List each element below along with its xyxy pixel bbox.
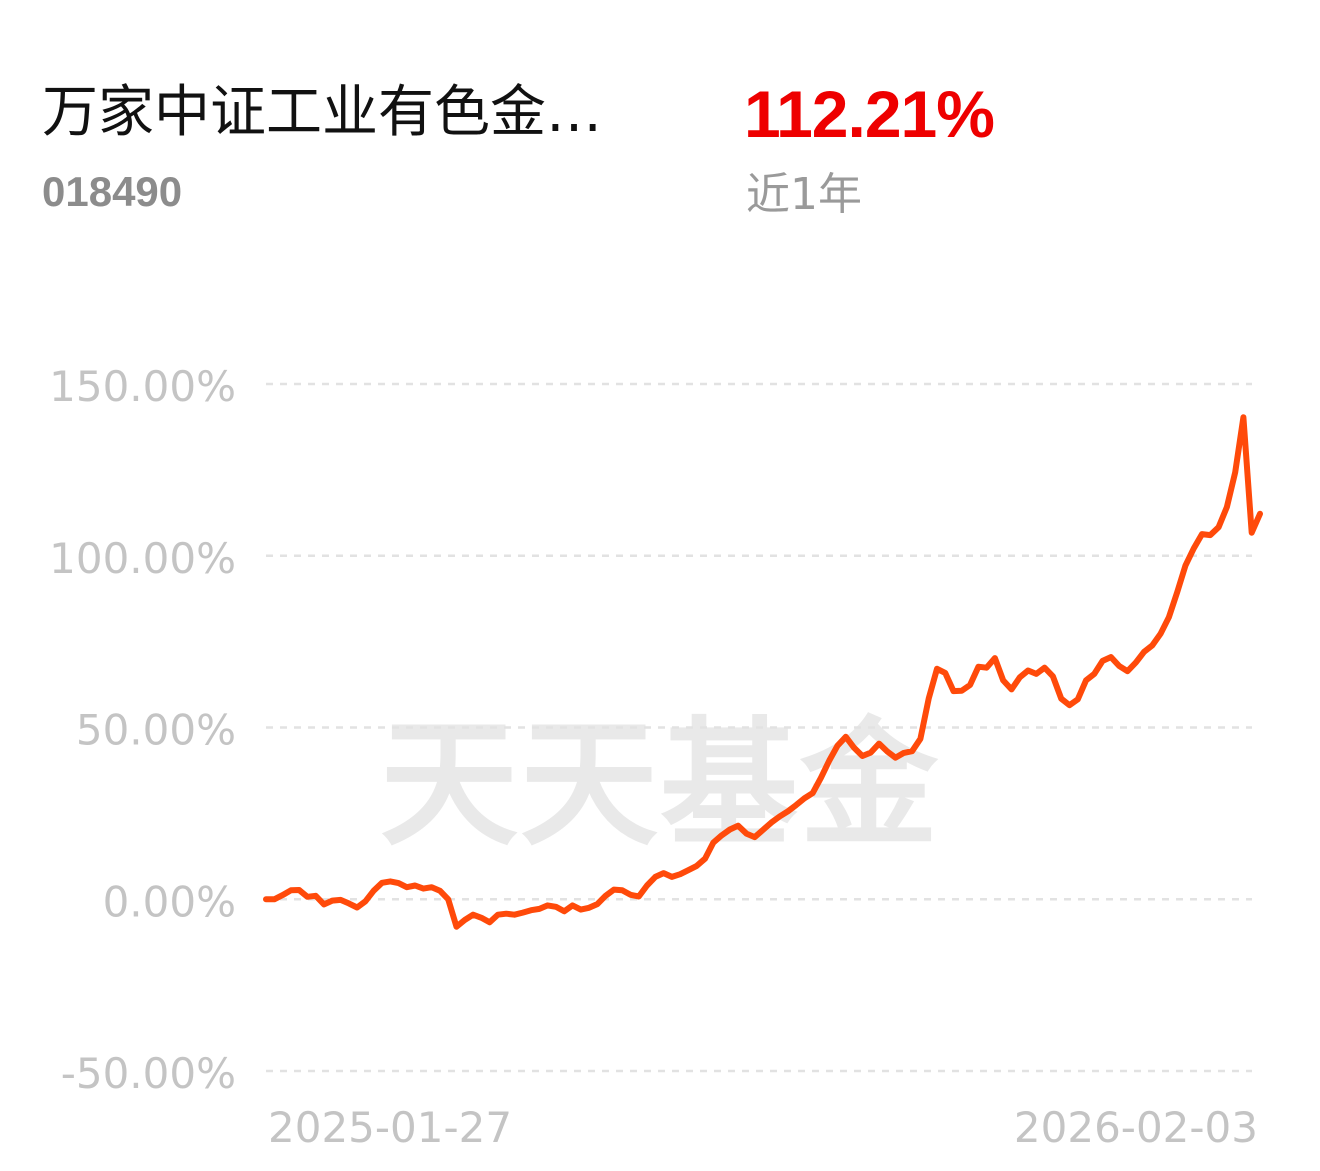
return-value: 112.21%	[744, 77, 995, 151]
fund-name: 万家中证工业有色金…	[42, 80, 602, 145]
fund-code: 018490	[42, 168, 183, 215]
return-period: 近1年	[746, 169, 862, 220]
y-tick-label: 0.00%	[103, 877, 236, 926]
x-tick-label: 2026-02-03	[1014, 1103, 1258, 1152]
return-series-line	[263, 414, 1263, 930]
watermark: 天天基金	[380, 704, 940, 865]
x-tick-label: 2025-01-27	[268, 1103, 512, 1152]
y-tick-label: 100.00%	[49, 534, 236, 583]
y-tick-label: 50.00%	[76, 706, 236, 755]
y-tick-label: -50.00%	[61, 1049, 236, 1098]
y-tick-label: 150.00%	[49, 362, 236, 411]
